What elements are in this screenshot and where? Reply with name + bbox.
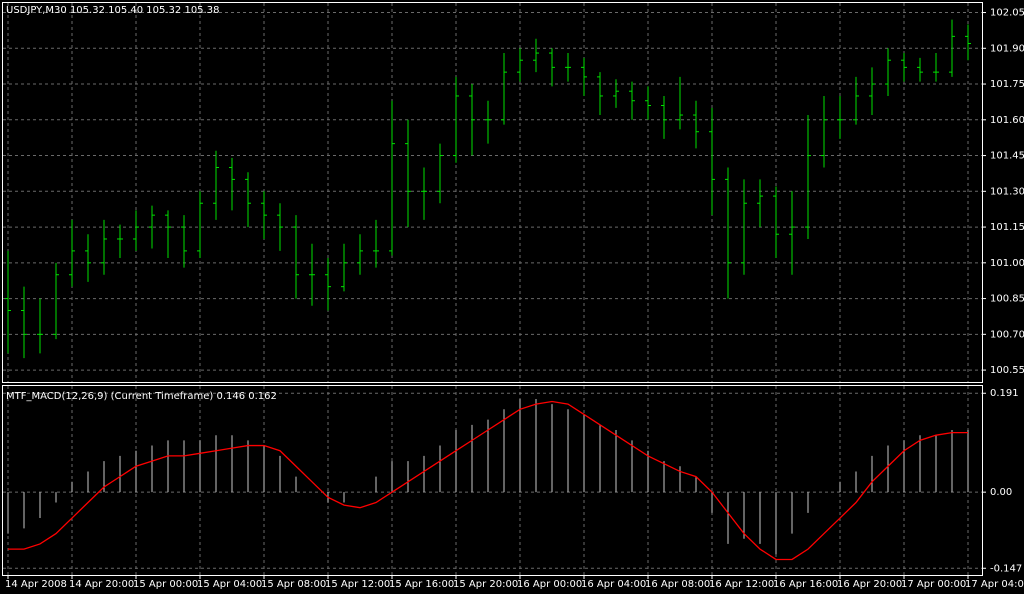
y-tick-label: 0.191: [990, 388, 1019, 399]
plot-layer: 102.05 101.90 101.75 101.60 101.45 101.30 101.…: [3, 3, 1024, 590]
y-tick-label: 100.55: [990, 365, 1024, 376]
x-tick-label: 16 Apr 16:00: [773, 579, 838, 590]
x-tick-label: 14 Apr 2008: [5, 579, 67, 590]
x-tick-label: 16 Apr 08:00: [645, 579, 710, 590]
y-tick-label: 100.85: [990, 294, 1024, 305]
price-panel: [2, 2, 983, 383]
x-tick-label: 15 Apr 20:00: [453, 579, 518, 590]
price-title: USDJPY,M30 105.32 105.40 105.32 105.38: [6, 5, 219, 16]
x-tick-label: 15 Apr 00:00: [133, 579, 198, 590]
x-tick-label: 15 Apr 12:00: [325, 579, 390, 590]
y-tick-label: 100.70: [990, 329, 1024, 340]
signal-line: [8, 400, 968, 561]
y-tick-label: 0.00: [990, 487, 1012, 498]
x-tick-label: 16 Apr 00:00: [517, 579, 582, 590]
y-tick-label: 101.45: [990, 151, 1024, 162]
x-tick-label: 15 Apr 04:00: [197, 579, 262, 590]
x-tick-label: 16 Apr 12:00: [709, 579, 774, 590]
indicator-panel: [2, 385, 983, 576]
x-tick-label: 15 Apr 16:00: [389, 579, 454, 590]
y-tick-label: -0.147: [990, 563, 1022, 574]
y-tick-label: 101.75: [990, 79, 1024, 90]
y-tick-label: 101.30: [990, 186, 1024, 197]
x-tick-label: 16 Apr 20:00: [837, 579, 902, 590]
indicator-title: MTF_MACD(12,26,9) (Current Timeframe) 0.…: [6, 391, 277, 402]
y-tick-label: 101.90: [990, 43, 1024, 54]
x-tick-label: 17 Apr 00:00: [901, 579, 966, 590]
x-tick-label: 14 Apr 20:00: [69, 579, 134, 590]
y-tick-label: 101.60: [990, 115, 1024, 126]
x-tick-label: 17 Apr 04:00: [965, 579, 1024, 590]
y-tick-label: 101.00: [990, 258, 1024, 269]
y-tick-label: 102.05: [990, 8, 1024, 19]
y-tick-label: 101.15: [990, 222, 1024, 233]
x-tick-label: 15 Apr 08:00: [261, 579, 326, 590]
x-tick-label: 16 Apr 04:00: [581, 579, 646, 590]
